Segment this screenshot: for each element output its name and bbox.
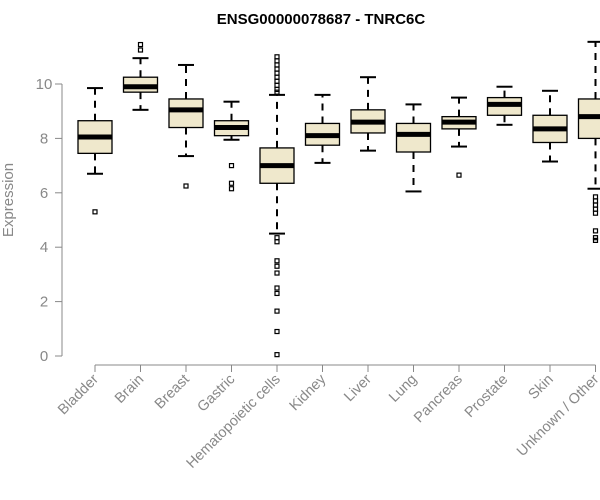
outlier-point: [274, 290, 280, 297]
x-tick-label: Pancreas: [411, 372, 466, 427]
x-tick-label: Prostate: [462, 372, 511, 421]
outlier-point: [137, 47, 144, 53]
outlier-point: [274, 86, 280, 93]
outlier-point: [592, 235, 599, 241]
x-tick-label: Breast: [152, 372, 193, 413]
x-tick-label: Kidney: [287, 371, 330, 414]
box-brain: [122, 41, 159, 111]
y-axis: 0 2 4 6 8 10: [36, 76, 63, 365]
outlier-point: [592, 202, 599, 208]
outlier-point: [592, 210, 599, 216]
iqr-box: [168, 98, 204, 129]
box-pancreas: [441, 96, 477, 178]
box-bladder: [77, 87, 113, 215]
y-tick-label: 0: [40, 348, 48, 365]
outlier-point: [274, 239, 280, 245]
y-tick-label: 4: [40, 239, 48, 256]
outlier-point: [456, 172, 462, 178]
y-tick-label: 6: [40, 185, 48, 202]
outlier-point: [137, 41, 144, 48]
outlier-point: [592, 206, 599, 212]
x-tick-label: Lung: [386, 372, 420, 406]
outlier-point: [274, 270, 280, 276]
outlier-point: [228, 180, 235, 186]
outlier-point: [592, 228, 599, 234]
outlier-point: [228, 163, 235, 169]
y-tick-label: 8: [40, 130, 48, 147]
y-axis-label: Expression: [0, 163, 17, 237]
outlier-point: [274, 352, 280, 358]
outlier-point: [274, 258, 280, 264]
outlier-point: [92, 209, 98, 215]
x-tick-label: Skin: [526, 372, 557, 403]
iqr-box: [395, 122, 432, 153]
box-prostate: [486, 85, 523, 126]
x-tick-label: Liver: [341, 371, 375, 405]
box-gastric: [213, 100, 250, 192]
x-tick-label: Bladder: [55, 371, 102, 418]
outlier-point: [274, 285, 280, 291]
box-liver: [350, 76, 386, 152]
outlier-point: [274, 66, 280, 72]
box-hematopoietic-cells: [259, 54, 295, 358]
outlier-point: [274, 58, 280, 64]
box-kidney: [304, 93, 341, 164]
outlier-point: [274, 328, 280, 335]
box-skin: [532, 89, 568, 163]
outlier-point: [274, 235, 280, 241]
outlier-point: [274, 82, 280, 88]
outlier-point: [274, 308, 280, 314]
box-series: [77, 40, 600, 358]
outlier-point: [592, 237, 599, 243]
chart-title: ENSG00000078687 - TNRC6C: [217, 11, 426, 28]
y-tick-label: 10: [36, 76, 53, 93]
outlier-point: [274, 78, 280, 84]
outlier-point: [274, 62, 280, 68]
x-tick-label: Gastric: [195, 372, 239, 416]
outlier-point: [183, 183, 189, 189]
box-lung: [395, 103, 432, 193]
box-breast: [168, 63, 204, 189]
x-tick-label: Brain: [112, 372, 147, 407]
outlier-point: [274, 54, 280, 60]
outlier-point: [274, 70, 280, 76]
outlier-point: [274, 263, 280, 269]
x-tick-label: Unknown / Other: [514, 371, 600, 459]
outlier-point: [274, 89, 280, 95]
outlier-point: [592, 198, 599, 204]
outlier-point: [228, 186, 235, 192]
box-unknown-other: [577, 40, 600, 243]
y-tick-label: 2: [40, 294, 48, 311]
outlier-point: [274, 74, 280, 80]
outlier-point: [592, 194, 599, 200]
